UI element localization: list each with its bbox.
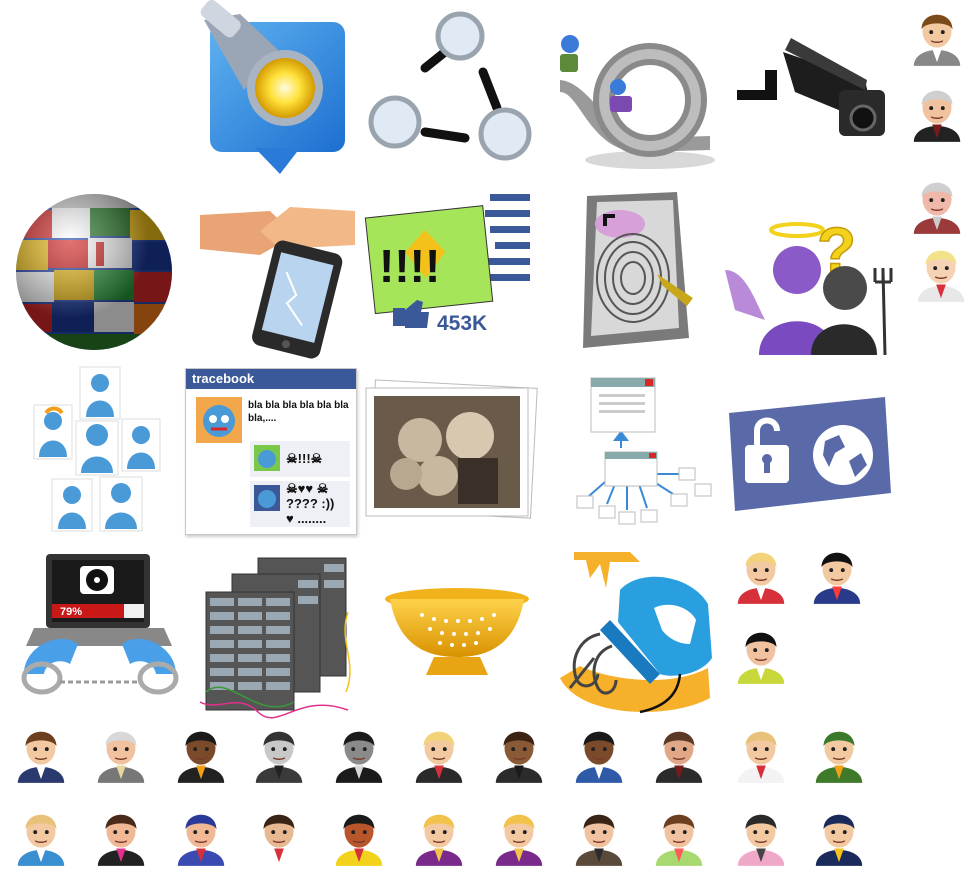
- person-avatar-icon: [250, 718, 308, 786]
- reply-1: ☠!!!☠: [250, 441, 350, 477]
- magnifier-network-icon: [365, 10, 535, 170]
- person-avatar-icon: [908, 170, 966, 236]
- fingerprint-key-icon: [575, 188, 695, 358]
- person-avatar-icon: [12, 800, 70, 870]
- person-avatar-icon: [92, 800, 150, 870]
- reply-1-text: ☠!!!☠: [286, 451, 323, 466]
- person-avatar-icon: [330, 718, 388, 786]
- person-avatar-icon: [250, 800, 308, 870]
- person-avatar-icon: [908, 78, 966, 144]
- person-avatar-icon: [732, 620, 790, 686]
- progress-fill: [52, 604, 124, 618]
- person-avatar-icon: [172, 718, 230, 786]
- exclamation-text: !!!!: [379, 240, 440, 292]
- person-avatar-icon: [650, 800, 708, 870]
- person-avatar-icon: [490, 718, 548, 786]
- post-text: bla bla bla bla bla bla bla,....: [248, 400, 349, 424]
- person-avatar-icon: [570, 800, 628, 870]
- handcuffed-laptop-icon: 79%: [20, 550, 180, 705]
- flashlight-icon: [200, 0, 350, 178]
- person-avatar-icon: [172, 800, 230, 870]
- avatar: [254, 485, 280, 511]
- person-avatar-icon: [92, 718, 150, 786]
- avatar: [196, 397, 242, 443]
- person-avatar-icon: [650, 718, 708, 786]
- reply-2-line3: ♥ ........: [286, 511, 327, 526]
- avatar-cards-icon: [30, 365, 165, 535]
- progress-label: 79%: [60, 606, 82, 618]
- person-avatar-icon: [810, 800, 868, 870]
- person-avatar-icon: [810, 718, 868, 786]
- person-avatar-icon: [808, 540, 866, 606]
- old-photo-icon: [362, 378, 542, 523]
- rollercoaster-loop-icon: [550, 32, 720, 172]
- person-avatar-icon: [732, 718, 790, 786]
- exclamation-post-icon: !!!! 453K: [364, 190, 540, 350]
- person-avatar-icon: [410, 718, 468, 786]
- unlock-globe-icon: [725, 395, 895, 515]
- colander-icon: [382, 585, 532, 680]
- person-avatar-icon: [912, 238, 970, 304]
- person-avatar-icon: [490, 800, 548, 870]
- reply-2: ☠♥♥ ☠ ???? :)) ♥ ........: [250, 481, 350, 527]
- reply-2-line1: ☠♥♥ ☠: [286, 481, 329, 496]
- window-tree-icon: [575, 370, 720, 535]
- handshake-phone-icon: [200, 205, 355, 359]
- reply-2-line2: ???? :)): [286, 496, 335, 511]
- angel-devil-icon: ?: [725, 210, 895, 356]
- person-avatar-icon: [410, 800, 468, 870]
- flag-globe-icon: [12, 190, 177, 355]
- likes-count: 453K: [437, 312, 487, 335]
- tracebook-window: tracebook bla bla bla bla bla bla bla,..…: [185, 368, 357, 535]
- person-avatar-icon: [12, 718, 70, 786]
- tracebook-title: tracebook: [186, 369, 356, 389]
- hand-mixer-icon: [550, 548, 718, 720]
- person-avatar-icon: [732, 540, 790, 606]
- person-avatar-icon: [330, 800, 388, 870]
- person-avatar-icon: [908, 2, 966, 68]
- person-avatar-icon: [732, 800, 790, 870]
- server-rack-icon: [198, 552, 358, 719]
- security-camera-icon: [735, 30, 895, 145]
- person-avatar-icon: [570, 718, 628, 786]
- avatar: [254, 445, 280, 471]
